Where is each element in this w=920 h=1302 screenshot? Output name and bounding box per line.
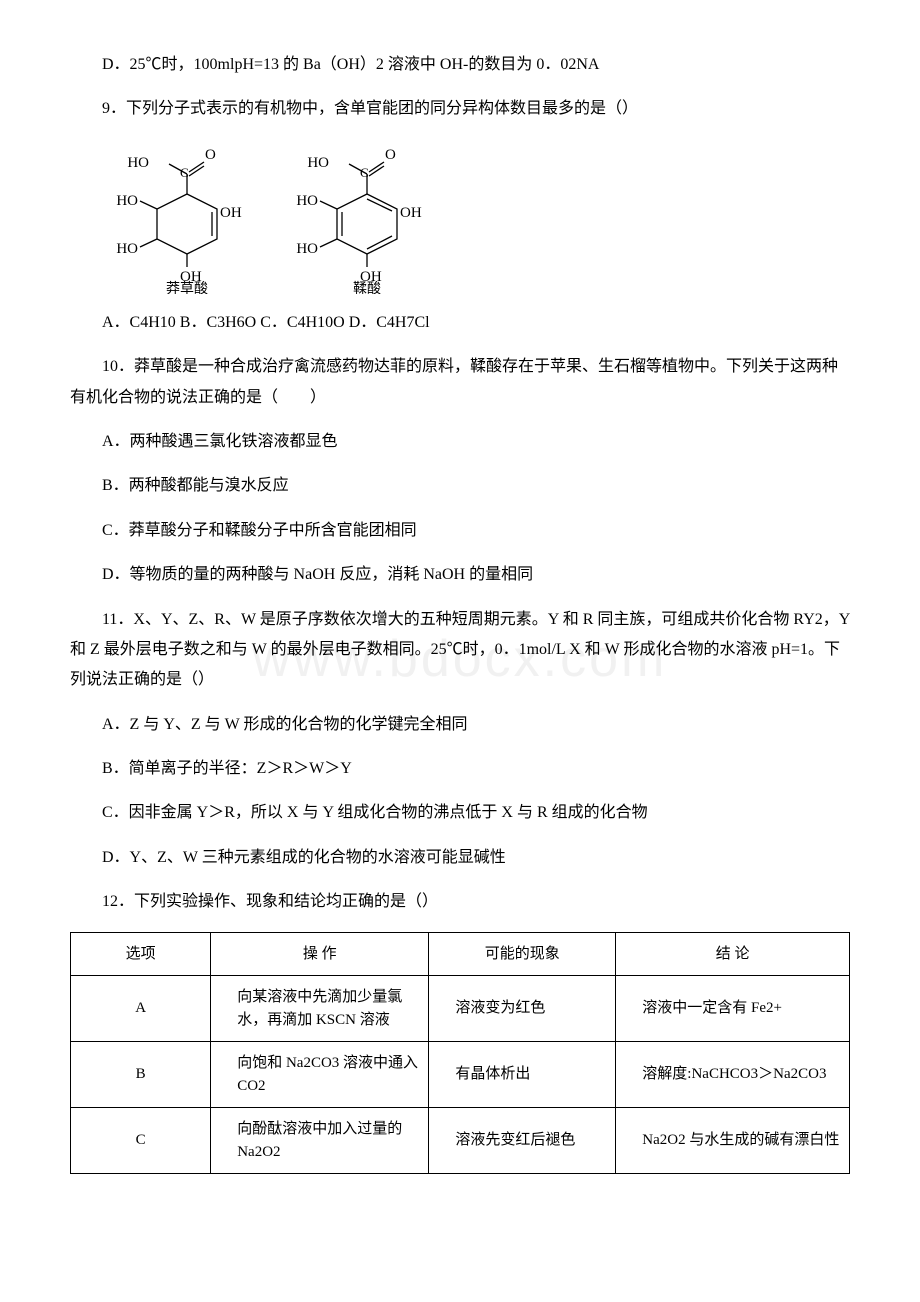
question-11-option-a: A．Z 与 Y、Z 与 W 形成的化合物的化学键完全相同 [70, 710, 850, 740]
svg-text:HO: HO [296, 193, 318, 209]
svg-text:HO: HO [116, 241, 138, 257]
question-11-option-c: C．因非金属 Y＞R，所以 X 与 Y 组成化合物的沸点低于 X 与 R 组成的… [70, 798, 850, 828]
header-option: 选项 [71, 932, 211, 976]
header-operation: 操 作 [211, 932, 429, 976]
header-phenomenon: 可能的现象 [429, 932, 616, 976]
row-b-option: B [71, 1042, 211, 1108]
question-10-option-d: D．等物质的量的两种酸与 NaOH 反应，消耗 NaOH 的量相同 [70, 560, 850, 590]
svg-text:C: C [180, 165, 189, 180]
row-c-operation: 向酚酞溶液中加入过量的 Na2O2 [211, 1108, 429, 1174]
row-a-operation: 向某溶液中先滴加少量氯水，再滴加 KSCN 溶液 [211, 976, 429, 1042]
question-10-option-b: B．两种酸都能与溴水反应 [70, 471, 850, 501]
row-b-phenomenon: 有晶体析出 [429, 1042, 616, 1108]
question-9: 9．下列分子式表示的有机物中，含单官能团的同分异构体数目最多的是（） [70, 94, 850, 124]
table-row: B 向饱和 Na2CO3 溶液中通入 CO2 有晶体析出 溶解度:NaCHCO3… [71, 1042, 850, 1108]
table-header-row: 选项 操 作 可能的现象 结 论 [71, 932, 850, 976]
chemical-structure-diagram: O HO C OH HO HO OH 莽草酸 [102, 139, 850, 294]
question-12: 12．下列实验操作、现象和结论均正确的是（） [70, 887, 850, 917]
svg-text:OH: OH [220, 205, 242, 221]
svg-text:O: O [205, 147, 216, 163]
svg-text:莽草酸: 莽草酸 [166, 281, 208, 294]
row-a-conclusion: 溶液中一定含有 Fe2+ [616, 976, 850, 1042]
row-a-phenomenon: 溶液变为红色 [429, 976, 616, 1042]
row-c-phenomenon: 溶液先变红后褪色 [429, 1108, 616, 1174]
question-9-options: A．C4H10 B．C3H6O C．C4H10O D．C4H7Cl [70, 308, 850, 338]
question-10: 10．莽草酸是一种合成治疗禽流感药物达菲的原料，鞣酸存在于苹果、生石榴等植物中。… [70, 352, 850, 413]
question-11: 11．X、Y、Z、R、W 是原子序数依次增大的五种短周期元素。Y 和 R 同主族… [70, 605, 850, 696]
svg-text:OH: OH [400, 205, 422, 221]
question-10-option-a: A．两种酸遇三氯化铁溶液都显色 [70, 427, 850, 457]
question-11-option-d: D．Y、Z、W 三种元素组成的化合物的水溶液可能显碱性 [70, 843, 850, 873]
question-8-option-d: D．25℃时，100mlpH=13 的 Ba（OH）2 溶液中 OH-的数目为 … [70, 50, 850, 80]
svg-text:HO: HO [296, 241, 318, 257]
table-row: A 向某溶液中先滴加少量氯水，再滴加 KSCN 溶液 溶液变为红色 溶液中一定含… [71, 976, 850, 1042]
svg-text:HO: HO [127, 155, 149, 171]
svg-text:C: C [360, 165, 369, 180]
svg-text:O: O [385, 147, 396, 163]
svg-text:HO: HO [116, 193, 138, 209]
svg-text:HO: HO [307, 155, 329, 171]
row-b-operation: 向饱和 Na2CO3 溶液中通入 CO2 [211, 1042, 429, 1108]
header-conclusion: 结 论 [616, 932, 850, 976]
row-c-conclusion: Na2O2 与水生成的碱有漂白性 [616, 1108, 850, 1174]
row-a-option: A [71, 976, 211, 1042]
row-c-option: C [71, 1108, 211, 1174]
question-11-option-b: B．简单离子的半径：Z＞R＞W＞Y [70, 754, 850, 784]
table-row: C 向酚酞溶液中加入过量的 Na2O2 溶液先变红后褪色 Na2O2 与水生成的… [71, 1108, 850, 1174]
row-b-conclusion: 溶解度:NaCHCO3＞Na2CO3 [616, 1042, 850, 1108]
question-10-option-c: C．莽草酸分子和鞣酸分子中所含官能团相同 [70, 516, 850, 546]
svg-text:鞣酸: 鞣酸 [353, 281, 381, 294]
experiment-table: 选项 操 作 可能的现象 结 论 A 向某溶液中先滴加少量氯水，再滴加 KSCN… [70, 932, 850, 1175]
